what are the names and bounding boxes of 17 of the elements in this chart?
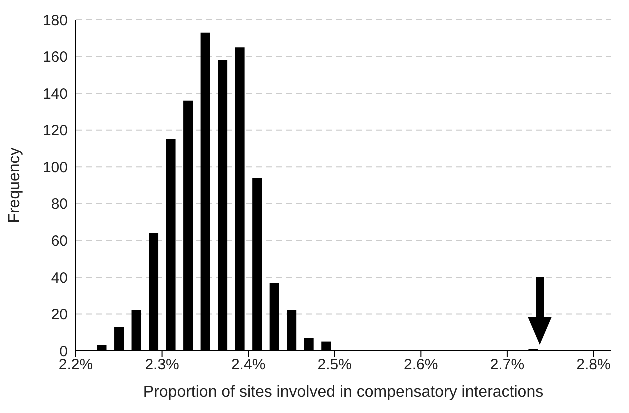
y-tick-label: 140 — [42, 86, 68, 103]
y-tick-label: 40 — [51, 270, 68, 287]
y-tick-label: 80 — [51, 196, 68, 214]
y-tick-label: 20 — [51, 306, 68, 324]
y-tick-label: 180 — [42, 12, 68, 30]
x-tick-label: 2.7% — [490, 356, 525, 374]
x-tick-label: 2.5% — [318, 356, 352, 374]
y-tick-label: 160 — [42, 49, 68, 66]
y-axis-title: Frequency — [6, 148, 24, 224]
x-tick-label: 2.6% — [404, 356, 438, 374]
y-tick-label: 60 — [51, 232, 68, 250]
x-tick-label: 2.8% — [576, 356, 611, 374]
y-tick-label: 100 — [42, 159, 68, 176]
x-axis-title: Proportion of sites involved in compensatory interactions — [143, 384, 544, 401]
x-tick-label: 2.3% — [145, 356, 180, 374]
x-tick-label: 2.4% — [231, 356, 266, 374]
y-tick-label: 120 — [42, 122, 68, 140]
